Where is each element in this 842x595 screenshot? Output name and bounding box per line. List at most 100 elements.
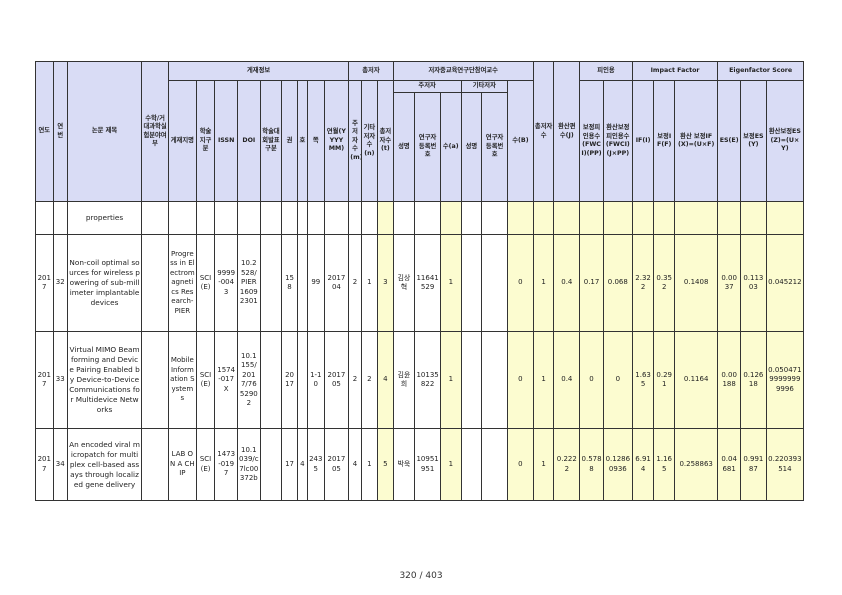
row-regno2 [481, 234, 508, 332]
row-volume: 158 [281, 234, 298, 332]
header-other-sub: 기타저자 [460, 80, 508, 93]
row-volume: 2017 [281, 331, 298, 429]
row-es: 0.00188 [717, 331, 741, 429]
row-flag [141, 234, 169, 332]
row-flag [141, 428, 169, 501]
row-pages: 2435 [307, 428, 325, 501]
row-univ-flag [259, 428, 283, 501]
row-es-adj: 0.99187 [739, 428, 767, 501]
row-no: 34 [52, 428, 68, 501]
row-regno: 11641529 [414, 234, 441, 332]
header-total-authors: 총저자수 [532, 61, 555, 202]
table-header: 연도 연번 논문 제목 수학/거대과학실험분야여부 게재정보 총저자 저자중교육… [35, 61, 805, 202]
row-total-count: 5 [377, 428, 394, 501]
row-name: 김상혁 [392, 234, 416, 332]
table-row: 2017 34 An encoded viral micropatch for … [35, 428, 805, 501]
row-date: 201705 [323, 331, 350, 429]
row-total-authors: 1 [532, 234, 555, 332]
row-other-count: 2 [360, 331, 379, 429]
header-journal: 게재지명 [167, 80, 197, 202]
row-count-a: 1 [440, 428, 462, 501]
header-es-adj: 보정ES(Y) [739, 80, 767, 202]
header-other-count: 기타저자수(n) [360, 80, 379, 202]
row-regno: 10951951 [414, 428, 441, 501]
row-fwci-conv: 0 [602, 331, 633, 429]
row-date: 201705 [323, 428, 350, 501]
row-if: 2.322 [631, 234, 655, 332]
row-es-adj: 0.11303 [739, 234, 767, 332]
row-category: SCI(E) [195, 234, 216, 332]
row-other-count: 1 [360, 234, 379, 332]
row-main-count: 4 [348, 428, 362, 501]
row-journal: Mobile Information Systems [167, 331, 197, 429]
header-es: ES(E) [717, 80, 741, 202]
header-prof-group: 저자중교육연구단참여교수 [392, 61, 534, 81]
row-issue [296, 331, 309, 429]
header-es-conv: 환산보정ES(Z)=(U×Y) [765, 80, 805, 202]
row-count-b: 0 [506, 428, 534, 501]
row-es-conv: 0.05047199999999996 [765, 331, 805, 429]
header-fwci-conv: 환산보정피인용수(FWCI)(J×PP) [602, 80, 633, 202]
row-if-adj: 0.352 [653, 234, 676, 332]
row-score: 0.4 [553, 331, 581, 429]
row-if-conv: 0.1164 [674, 331, 719, 429]
header-if-conv: 환산 보정IF(X)=(U×F) [674, 80, 719, 202]
header-journal-group: 게재정보 [167, 61, 350, 81]
row-year: 2017 [35, 428, 54, 501]
header-main-sub: 주저자 [392, 80, 462, 93]
header-regno: 연구자등록번호 [414, 92, 441, 202]
row-univ-flag [259, 234, 283, 332]
row-if: 6.914 [631, 428, 655, 501]
row-fwci: 0.5788 [579, 428, 604, 501]
row-issue [296, 234, 309, 332]
row-name2 [460, 331, 483, 429]
header-if: IF(I) [631, 80, 655, 202]
row-es-conv: 0.220393514 [765, 428, 805, 501]
row-name: 박욱 [392, 428, 416, 501]
row-if-conv: 0.1408 [674, 234, 719, 332]
row-es-adj: 0.12618 [739, 331, 767, 429]
row-name2 [460, 234, 483, 332]
header-title: 논문 제목 [66, 61, 143, 202]
row-regno2 [481, 428, 508, 501]
header-regno2: 연구자등록번호 [481, 92, 508, 202]
row-issn: 1473-0197 [214, 428, 238, 501]
header-doi: DOI [236, 80, 261, 202]
row-fwci-conv: 0.12860936 [602, 428, 633, 501]
row-date: 201704 [323, 234, 350, 332]
row-title: properties [66, 201, 143, 235]
header-category: 학술지구분 [195, 80, 216, 202]
row-count-a: 1 [440, 331, 462, 429]
row-issn: 1574-017X [214, 331, 238, 429]
row-doi: 10.2528/PIER16092301 [236, 234, 261, 332]
header-volume: 권 [281, 80, 298, 202]
header-univ-flag: 학술대회발표구분 [259, 80, 283, 202]
row-name: 김윤희 [392, 331, 416, 429]
row-score: 0.2222 [553, 428, 581, 501]
table-row: properties [35, 201, 805, 235]
header-score: 환산편수(J) [553, 61, 581, 202]
row-if-adj: 0.291 [653, 331, 676, 429]
row-count-b: 0 [506, 331, 534, 429]
row-count-a: 1 [440, 234, 462, 332]
header-pages: 쪽 [307, 80, 325, 202]
header-date: 연월(YYYY MM) [323, 80, 350, 202]
header-no: 연번 [52, 61, 68, 202]
header-count-a: 수(a) [440, 92, 462, 202]
row-name2 [460, 428, 483, 501]
header-issn: ISSN [214, 80, 238, 202]
row-score: 0.4 [553, 234, 581, 332]
row-main-count: 2 [348, 331, 362, 429]
row-pages: 99 [307, 234, 325, 332]
row-es: 0.04681 [717, 428, 741, 501]
row-title: Non-coil optimal sources for wireless po… [66, 234, 143, 332]
header-if-group: Impact Factor [631, 61, 719, 81]
header-es-group: Eigenfactor Score [717, 61, 804, 81]
header-main-count: 주저자수(m) [348, 80, 362, 202]
row-year: 2017 [35, 234, 54, 332]
row-total-authors: 1 [532, 331, 555, 429]
header-thesis-flag: 수학/거대과학실험분야여부 [141, 61, 169, 202]
row-title: An encoded viral micropatch for multiple… [66, 428, 143, 501]
row-flag [141, 331, 169, 429]
row-fwci-conv: 0.068 [602, 234, 633, 332]
